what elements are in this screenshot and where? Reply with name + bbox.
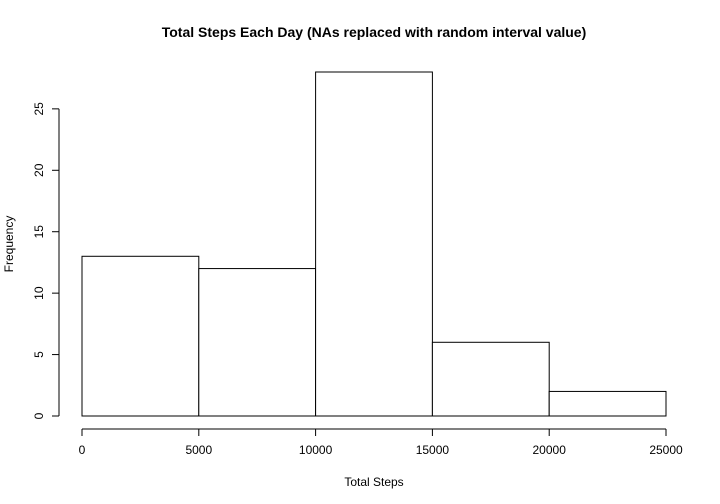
x-tick-label-1: 5000	[185, 443, 212, 457]
histogram-bar-3	[431, 341, 550, 417]
x-axis-label: Total Steps	[344, 475, 403, 489]
histogram-bar-4	[548, 390, 667, 417]
chart-title: Total Steps Each Day (NAs replaced with …	[162, 24, 587, 40]
y-tick-label-0: 0	[32, 412, 46, 419]
y-tick-label-5: 25	[32, 102, 46, 116]
y-axis: 0 5 10 15 20 25	[32, 102, 60, 419]
bars-group	[81, 71, 667, 417]
x-tick-label-4: 20000	[533, 443, 567, 457]
x-tick-label-2: 10000	[299, 443, 333, 457]
x-tick-label-5: 25000	[649, 443, 683, 457]
histogram-bar-1	[198, 268, 317, 417]
y-tick-label-1: 5	[32, 351, 46, 358]
y-tick-label-4: 20	[32, 163, 46, 177]
y-tick-label-3: 15	[32, 225, 46, 239]
y-axis-label: Frequency	[2, 216, 16, 273]
histogram-bar-2	[315, 71, 433, 417]
x-tick-label-0: 0	[79, 443, 86, 457]
y-tick-label-2: 10	[32, 286, 46, 300]
x-tick-label-3: 15000	[416, 443, 450, 457]
histogram-bar-0	[81, 255, 200, 417]
x-axis: 0 5000 10000 15000 20000 25000	[79, 428, 683, 457]
